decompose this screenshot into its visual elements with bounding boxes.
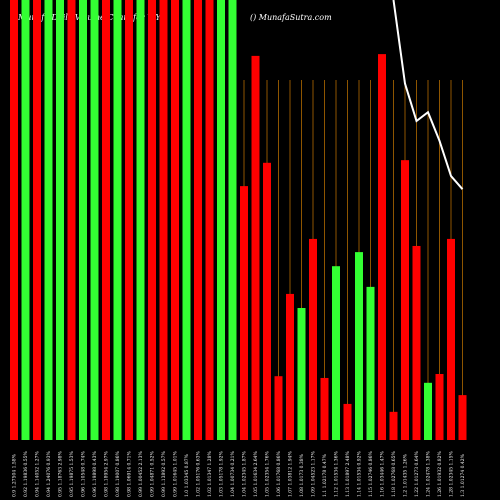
x-tick-label: 0.94 1.24076 0.93% (46, 450, 52, 497)
x-tick-label: 1.13 1.01897 2.48% (345, 450, 351, 497)
x-tick-label: 1.12 1.01534 1.36% (334, 450, 340, 497)
x-tick-label: 1.06 1.01768 0.86% (276, 450, 282, 497)
x-tick-label: 1.0 1.03345 0.87% (184, 453, 190, 497)
x-tick-label: 0.99 1.00452 2.13% (138, 450, 144, 497)
x-tick-label: 1.1 1.02178 0.47% (322, 453, 328, 497)
x-tick-label: 0.95 1.18763 2.98% (58, 450, 64, 497)
x-tick-label: 1.3 1.01274 0.42% (460, 453, 466, 497)
x-tick-label: 1.05 1.01634 2.64% (253, 450, 259, 497)
x-tick-label: 0.9 1.27504 1.58% (12, 453, 18, 497)
x-tick-label: 1.03 1.05178 1.92% (219, 450, 225, 497)
bar (205, 0, 214, 440)
bar (320, 377, 329, 440)
bar (67, 0, 76, 440)
bar (366, 286, 375, 440)
bar (263, 162, 271, 441)
bar (458, 395, 467, 440)
x-tick-label: 1.22 1.01273 0.64% (414, 450, 420, 497)
bar (159, 0, 168, 440)
bar (412, 245, 421, 440)
x-tick-label: 1.07 1.03812 1.94% (288, 450, 294, 497)
bar (228, 0, 237, 440)
x-tick-label: 0.99 1.01645 1.01% (173, 450, 179, 497)
bar (102, 0, 110, 440)
x-tick-label: 0.98 1.19007 0.86% (115, 450, 121, 497)
bar (10, 0, 18, 440)
bar (343, 403, 352, 440)
bar (171, 0, 179, 440)
bar (90, 0, 99, 440)
x-tick-label: 1.09 1.04523 1.17% (311, 450, 317, 497)
chart-subtitle: () MunafaSutra.com (250, 13, 332, 22)
bar (355, 252, 363, 440)
bar (148, 0, 156, 440)
x-tick-label: 0.96 1.19898 0.43% (92, 450, 98, 497)
bar (389, 411, 398, 440)
x-tick-label: 1.18 1.02768 0.65% (391, 450, 397, 497)
x-tick-label: 0.99 1.13892 0.57% (161, 450, 167, 497)
bar (297, 308, 306, 440)
bar (435, 374, 444, 440)
bar (286, 293, 294, 440)
x-tick-label: 0.99 1.04871 0.52% (150, 450, 156, 497)
x-tick-label: 1.24 1.02478 1.38% (426, 450, 432, 497)
bar (424, 382, 432, 440)
x-tick-label: 1.15 1.02746 0.86% (368, 450, 374, 497)
x-tick-label: 1.16 1.03446 1.47% (380, 450, 386, 497)
bar (332, 266, 340, 440)
bar (217, 0, 225, 440)
x-tick-label: 0.98 1.18954 2.97% (104, 450, 110, 497)
bar (33, 0, 41, 440)
x-tick-label: 1.02 1.05176 0.63% (196, 450, 202, 497)
x-tick-label: 0.92 1.19836 0.55% (23, 450, 29, 497)
bar (378, 54, 386, 441)
bar (182, 0, 191, 440)
x-tick-label: 1.26 1.01932 0.82% (437, 450, 443, 497)
bar (240, 186, 248, 440)
x-tick-label: 0.94 1.14052 1.27% (35, 450, 41, 497)
x-tick-label: 1.08 1.0173 0.38% (299, 453, 305, 497)
x-tick-label: 0.98 1.06914 0.71% (127, 450, 133, 497)
price-line (392, 0, 464, 190)
x-tick-label: 1.2 1.01435 1.26% (403, 453, 409, 497)
bar (136, 0, 145, 440)
bar (113, 0, 122, 440)
bar (194, 0, 202, 440)
x-tick-label: 1.04 1.00734 0.21% (230, 450, 236, 497)
bar (447, 238, 455, 440)
bar (251, 55, 260, 440)
bar (274, 376, 283, 440)
x-tick-label: 0.95 1.19875 1.53% (69, 450, 75, 497)
x-tick-label: 0.96 1.10548 0.74% (81, 450, 87, 497)
bar (21, 0, 30, 440)
bar (56, 0, 64, 440)
bar (44, 0, 53, 440)
bar (309, 238, 317, 440)
bar (79, 0, 87, 440)
x-tick-label: 1.04 1.02345 1.87% (242, 450, 248, 497)
x-tick-label: 1.02 1.01347 1.28% (207, 450, 213, 497)
x-tick-label: 1.14 1.01534 0.92% (357, 450, 363, 497)
bar (125, 0, 133, 440)
x-tick-label: 1.05 1.02354 1.76% (265, 450, 271, 497)
bar (401, 160, 409, 440)
x-tick-label: 1.28 1.02345 1.15% (449, 450, 455, 497)
